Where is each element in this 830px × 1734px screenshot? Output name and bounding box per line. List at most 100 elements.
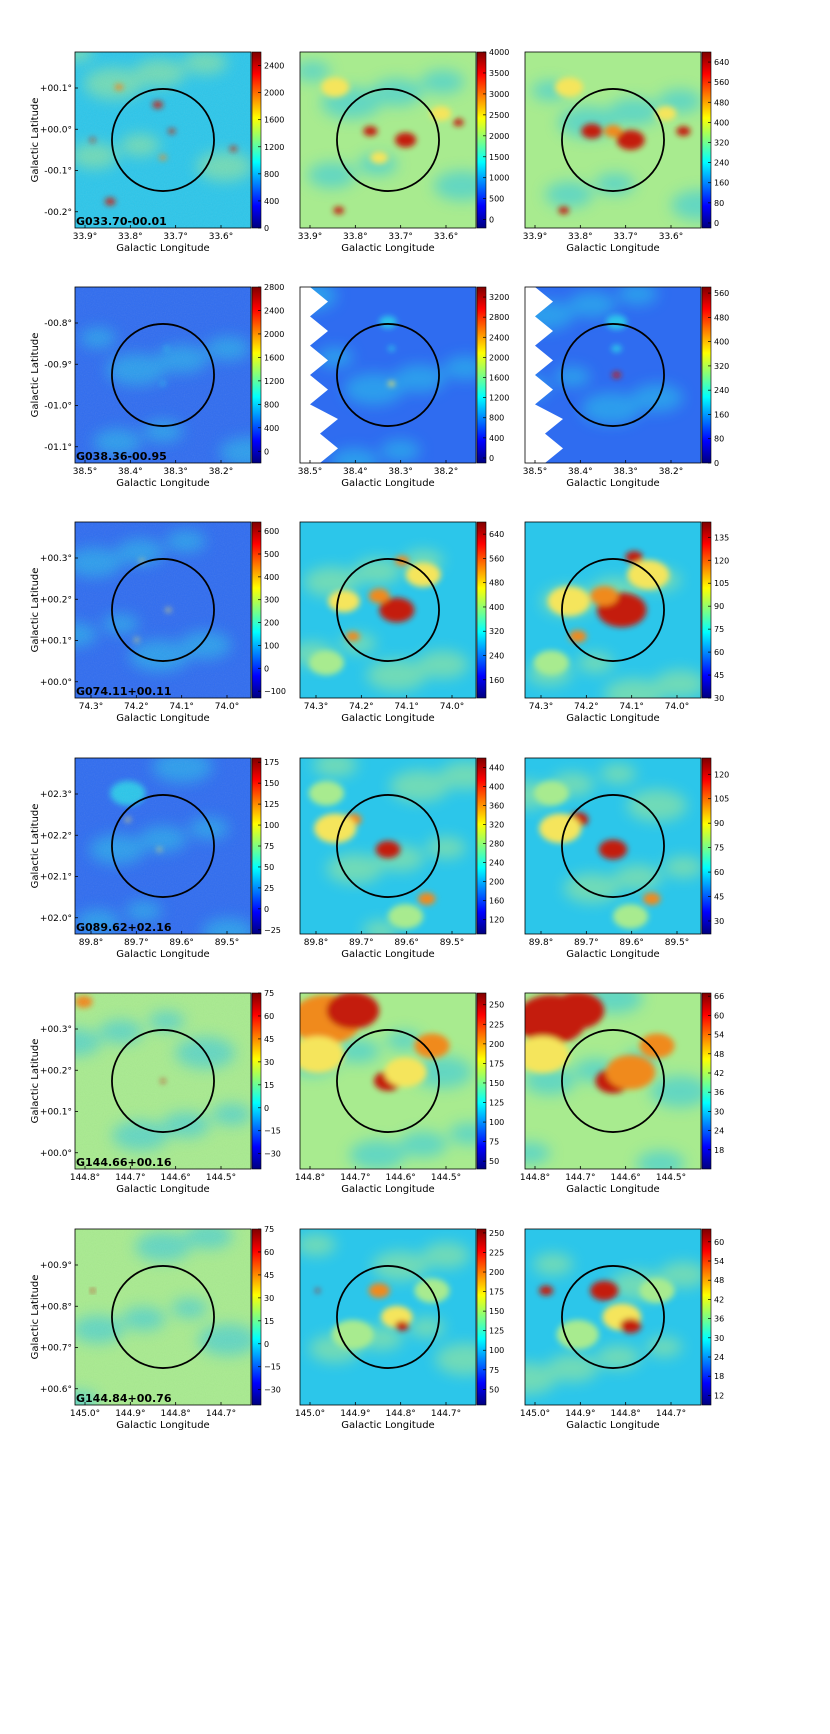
x-tick-label: 145.0° xyxy=(520,1409,550,1419)
image-panel: 38.5° 38.4° 38.3° 38.2°Galactic Longitude 56… xyxy=(523,286,729,489)
x-tick-label: 38.5° xyxy=(298,467,323,477)
colorbar xyxy=(701,51,712,229)
colorbar-tick-label: 1200 xyxy=(489,394,509,403)
colorbar-tick-label: 500 xyxy=(264,550,279,559)
x-tick-label: 144.8° xyxy=(70,1173,100,1183)
image-panel: 89.8° 89.7° 89.6° 89.5° Galactic Longitude 12… xyxy=(524,757,729,960)
figure-row: 38.5° 38.4° 38.3° 38.2°Galactic Longitude28… xyxy=(30,283,729,489)
colorbar-tick-label: 400 xyxy=(264,197,279,206)
noise-texture xyxy=(75,993,251,1169)
colorbar-tick-label: 100 xyxy=(264,821,279,830)
panel-frame xyxy=(299,521,477,699)
x-tick-label: 144.9° xyxy=(115,1409,145,1419)
x-axis-label: Galactic Longitude xyxy=(116,243,209,254)
x-tick-label: 33.8° xyxy=(343,232,368,242)
emission-features xyxy=(533,551,670,676)
x-tick-label: 38.2° xyxy=(434,467,459,477)
x-tick-label: 144.8° xyxy=(520,1173,550,1183)
x-tick-label: 74.3° xyxy=(79,702,104,712)
colorbar-tick-label: 120 xyxy=(714,770,729,779)
x-axis-label: Galactic Longitude xyxy=(116,713,209,724)
colorbar-tick-label: 175 xyxy=(264,758,279,767)
x-axis-label: Galactic Longitude xyxy=(566,949,659,960)
colorbar-tick-label: 30 xyxy=(714,1107,724,1116)
colorbar-tick-label: 30 xyxy=(264,1294,274,1303)
y-tick-label: +02.2° xyxy=(40,831,72,841)
x-tick-label: 144.7° xyxy=(656,1409,686,1419)
emission-features xyxy=(308,780,436,929)
colorbar-tick-label: 640 xyxy=(714,58,729,67)
x-axis-label: Galactic Longitude xyxy=(341,713,434,724)
x-tick-label: 89.6° xyxy=(619,938,644,948)
colorbar-tick-label: 75 xyxy=(264,1225,274,1234)
x-tick-label: 38.5° xyxy=(73,467,98,477)
colorbar-tick-label: 240 xyxy=(714,159,729,168)
colorbar-tick-label: 0 xyxy=(714,219,719,228)
colorbar-tick-label: 2000 xyxy=(264,330,284,339)
colorbar-tick-label: 3200 xyxy=(489,293,509,302)
colorbar-tick-label: 105 xyxy=(714,795,729,804)
colorbar-tick-label: 60 xyxy=(264,1248,274,1257)
x-axis-label: Galactic Longitude xyxy=(341,478,434,489)
colorbar-tick-label: 25 xyxy=(264,884,274,893)
x-axis-label: Galactic Longitude xyxy=(341,243,434,254)
aperture-circle xyxy=(561,1029,665,1133)
colorbar-tick-label: 90 xyxy=(714,819,724,828)
colorbar-tick-label: 100 xyxy=(489,1346,504,1355)
colorbar-tick-label: 75 xyxy=(489,1366,499,1375)
x-tick-label: 145.0° xyxy=(70,1409,100,1419)
image-panel: 144.8° 144.7° 144.6° 144.5°Galactic Longitu… xyxy=(70,989,281,1195)
colorbar-tick-label: 320 xyxy=(714,362,729,371)
colorbar-tick-label: 4000 xyxy=(489,48,509,57)
source-label: G089.62+02.16 xyxy=(76,921,172,934)
colorbar-tick-label: 2000 xyxy=(489,132,509,141)
colorbar-tick-label: 400 xyxy=(489,603,504,612)
noise-texture xyxy=(75,1229,251,1405)
colorbar xyxy=(476,521,487,699)
colorbar-tick-label: 24 xyxy=(714,1353,724,1362)
colorbar-tick-label: 15 xyxy=(264,1317,274,1326)
x-tick-label: 89.8° xyxy=(304,938,329,948)
colorbar xyxy=(701,521,712,699)
aperture-circle xyxy=(336,1029,440,1133)
colorbar xyxy=(476,992,487,1170)
y-tick-label: +00.0° xyxy=(40,125,72,135)
y-tick-label: +00.2° xyxy=(40,595,72,605)
panel-frame xyxy=(524,521,702,699)
panel-frame xyxy=(74,992,252,1170)
x-tick-label: 74.1° xyxy=(619,702,644,712)
panel-frame xyxy=(74,757,252,935)
colorbar-tick-label: 15 xyxy=(264,1081,274,1090)
colorbar xyxy=(476,51,487,229)
x-tick-label: 89.7° xyxy=(574,938,599,948)
emission-features xyxy=(379,316,397,387)
aperture-circle xyxy=(111,1029,215,1133)
colorbar-tick-label: 400 xyxy=(264,573,279,582)
noise-texture xyxy=(75,287,251,463)
x-axis-label: Galactic Longitude xyxy=(116,478,209,489)
blank-region xyxy=(300,287,338,463)
x-tick-label: 89.5° xyxy=(440,938,465,948)
colorbar-tick-label: 0 xyxy=(264,224,269,233)
colorbar-tick-label: 2000 xyxy=(264,89,284,98)
aperture-circle xyxy=(561,88,665,192)
colorbar-tick-label: 600 xyxy=(264,527,279,536)
colorbar-tick-label: 42 xyxy=(714,1295,724,1304)
colorbar-tick-label: 240 xyxy=(489,859,504,868)
image-panel: 38.5° 38.4° 38.3° 38.2°Galactic Longitude 32… xyxy=(298,286,509,489)
colorbar-tick-label: 320 xyxy=(714,139,729,148)
colorbar xyxy=(701,992,712,1170)
colorbar-tick-label: 100 xyxy=(264,641,279,650)
aperture-circle xyxy=(111,1265,215,1369)
colorbar-tick-label: 2500 xyxy=(489,111,509,120)
x-tick-label: 33.7° xyxy=(388,232,413,242)
image-panel: 145.0° 144.9° 144.8° 144.7°Galactic Longitu… xyxy=(520,1228,724,1431)
x-axis-label: Galactic Longitude xyxy=(341,1184,434,1195)
image-panel: 38.5° 38.4° 38.3° 38.2°Galactic Longitude 28… xyxy=(73,283,285,489)
image-panel: 74.3° 74.2° 74.1° 74.0° Galactic Longitude 60… xyxy=(74,521,286,724)
colorbar-tick-label: 80 xyxy=(714,199,724,208)
x-axis-label: Galactic Longitude xyxy=(566,1420,659,1431)
colorbar-tick-label: 225 xyxy=(489,1020,504,1029)
image-panel: 33.9° 33.8° 33.7° 33.6°Galactic Longitude 64… xyxy=(523,51,729,254)
image-panel: 74.3° 74.2° 74.1° 74.0° Galactic Longitude 64… xyxy=(299,521,504,724)
